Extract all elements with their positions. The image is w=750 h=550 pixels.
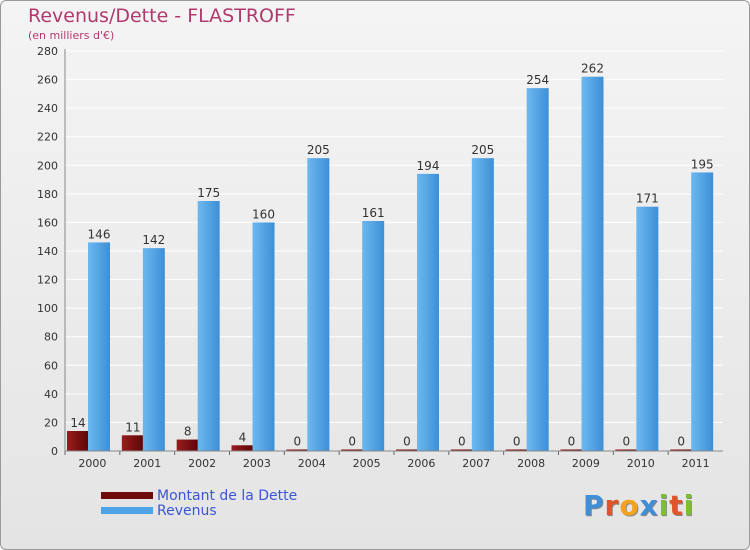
logo-letter: r <box>604 489 620 522</box>
legend-item-revenue: Revenus <box>101 502 297 519</box>
data-label-debt: 0 <box>513 435 521 449</box>
y-tick-label: 200 <box>37 159 58 172</box>
bar-debt <box>396 449 418 451</box>
data-label-debt: 11 <box>125 420 140 434</box>
x-tick-label: 2005 <box>353 457 381 470</box>
data-label-debt: 0 <box>568 435 576 449</box>
x-tick-label: 2010 <box>627 457 655 470</box>
bar-revenue <box>581 76 604 451</box>
y-tick-label: 100 <box>37 302 58 315</box>
chart-legend: Montant de la Dette Revenus <box>101 487 298 519</box>
data-label-revenue: 262 <box>581 62 604 76</box>
bar-revenue <box>526 88 549 452</box>
y-tick-label: 20 <box>44 416 58 429</box>
bar-revenue <box>636 206 659 451</box>
data-label-revenue: 175 <box>197 186 220 200</box>
proxiti-logo: Proxiti <box>583 489 694 522</box>
y-tick-label: 0 <box>51 445 58 458</box>
data-label-revenue: 254 <box>526 73 549 87</box>
data-label-debt: 0 <box>677 435 685 449</box>
data-label-debt: 0 <box>458 435 466 449</box>
data-label-debt: 14 <box>70 416 85 430</box>
data-label-revenue: 195 <box>691 157 714 171</box>
bar-debt <box>231 445 254 451</box>
data-label-debt: 4 <box>239 430 247 444</box>
x-tick-label: 2003 <box>243 457 271 470</box>
y-tick-label: 280 <box>37 45 58 58</box>
data-label-revenue: 171 <box>636 192 659 206</box>
bar-debt <box>286 449 309 451</box>
x-tick-label: 2006 <box>407 457 435 470</box>
x-tick-label: 2001 <box>133 457 161 470</box>
y-tick-label: 140 <box>37 245 58 258</box>
bar-revenue <box>252 222 275 451</box>
chart-subtitle: (en milliers d'€) <box>28 29 115 42</box>
data-label-revenue: 146 <box>88 227 111 241</box>
bar-revenue <box>362 221 385 451</box>
logo-letter: P <box>583 489 605 522</box>
data-label-debt: 0 <box>623 435 631 449</box>
bar-revenue <box>471 158 494 451</box>
data-label-revenue: 161 <box>362 206 385 220</box>
y-tick-label: 40 <box>44 388 58 401</box>
bar-revenue <box>691 172 714 451</box>
data-label-debt: 0 <box>403 435 411 449</box>
bar-revenue <box>142 248 165 451</box>
legend-label-debt: Montant de la Dette <box>157 487 298 504</box>
y-tick-label: 160 <box>37 216 58 229</box>
bar-debt <box>505 449 528 451</box>
data-label-debt: 0 <box>348 435 356 449</box>
y-tick-label: 180 <box>37 188 58 201</box>
legend-item-debt: Montant de la Dette <box>101 487 298 504</box>
data-label-debt: 8 <box>184 425 192 439</box>
x-tick-label: 2009 <box>572 457 600 470</box>
bar-debt <box>450 449 473 451</box>
data-label-debt: 0 <box>294 435 302 449</box>
x-tick-label: 2007 <box>462 457 490 470</box>
bar-debt <box>121 435 144 451</box>
legend-swatch-debt <box>101 492 153 499</box>
data-label-revenue: 160 <box>252 207 275 221</box>
data-label-revenue: 205 <box>471 143 494 157</box>
bar-debt <box>615 449 638 451</box>
y-tick-label: 80 <box>44 331 58 344</box>
logo-letter: x <box>639 489 659 522</box>
bar-debt <box>341 449 364 451</box>
x-tick-label: 2004 <box>298 457 326 470</box>
x-tick-label: 2008 <box>517 457 545 470</box>
bar-revenue <box>307 158 330 451</box>
bar-revenue <box>88 242 110 451</box>
logo-letter: t <box>669 489 684 522</box>
bar-debt <box>67 431 89 451</box>
chart-title: Revenus/Dette - FLASTROFF <box>28 5 296 27</box>
bar-debt <box>670 449 693 451</box>
data-label-revenue: 205 <box>307 143 330 157</box>
y-tick-label: 120 <box>37 274 58 287</box>
y-tick-label: 240 <box>37 102 58 115</box>
x-tick-label: 2002 <box>188 457 216 470</box>
data-label-revenue: 194 <box>417 159 440 173</box>
bar-debt <box>560 449 583 451</box>
logo-letter: i <box>683 489 695 522</box>
logo-letter: i <box>658 489 670 522</box>
bar-revenue <box>197 201 220 451</box>
x-tick-label: 2000 <box>78 457 106 470</box>
x-tick-label: 2011 <box>682 457 710 470</box>
legend-swatch-revenue <box>101 507 153 514</box>
bar-revenue <box>417 173 439 451</box>
logo-letter: o <box>619 489 640 522</box>
y-tick-label: 220 <box>37 131 58 144</box>
data-label-revenue: 142 <box>142 233 165 247</box>
legend-label-revenue: Revenus <box>157 502 217 519</box>
y-tick-label: 260 <box>37 74 58 87</box>
bar-debt <box>176 439 199 451</box>
y-tick-label: 60 <box>44 359 58 372</box>
